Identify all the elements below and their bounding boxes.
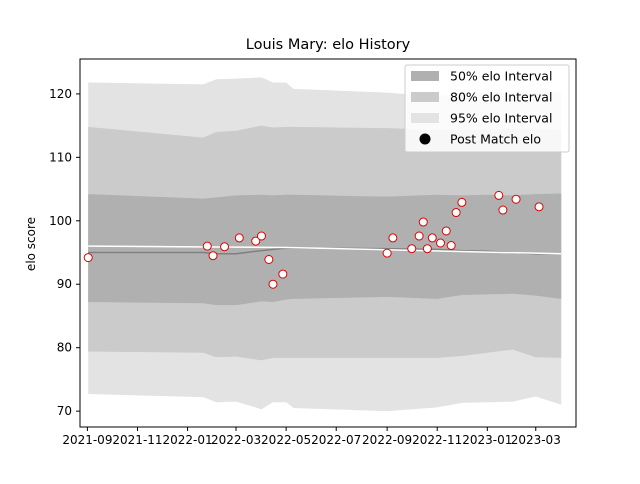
x-tick-label: 2022-05 xyxy=(261,433,311,447)
y-tick-label: 120 xyxy=(49,87,72,101)
y-tick-label: 100 xyxy=(49,214,72,228)
x-tick-label: 2022-03 xyxy=(211,433,261,447)
legend-marker-post-match xyxy=(419,133,431,145)
post-match-point xyxy=(511,194,521,204)
y-tick-label: 70 xyxy=(57,404,72,418)
post-match-point xyxy=(278,269,288,279)
legend-swatch-80 xyxy=(411,92,439,102)
post-match-point xyxy=(451,208,461,218)
y-axis-label: elo score xyxy=(24,217,38,271)
post-match-point xyxy=(388,233,398,243)
post-match-point xyxy=(427,233,437,243)
y-tick-label: 80 xyxy=(57,341,72,355)
post-match-point xyxy=(441,226,451,236)
x-tick-label: 2023-03 xyxy=(511,433,561,447)
post-match-points xyxy=(83,190,544,289)
post-match-point xyxy=(234,233,244,243)
post-match-point xyxy=(498,205,508,215)
x-tick-label: 2022-07 xyxy=(311,433,361,447)
post-match-point xyxy=(494,190,504,200)
x-tick-label: 2021-09 xyxy=(62,433,112,447)
post-match-point xyxy=(83,253,93,263)
legend-swatch-50 xyxy=(411,71,439,81)
chart-title: Louis Mary: elo History xyxy=(246,37,411,53)
legend-entry-label: Post Match elo xyxy=(450,132,541,147)
legend-entry-label: 80% elo Interval xyxy=(450,90,552,105)
x-tick-label: 2022-11 xyxy=(412,433,462,447)
x-tick-label: 2022-01 xyxy=(163,433,213,447)
post-match-point xyxy=(251,236,261,246)
post-match-point xyxy=(256,231,266,241)
post-match-point xyxy=(407,244,417,254)
post-match-point xyxy=(422,244,432,254)
post-match-point xyxy=(268,279,278,289)
post-match-point xyxy=(418,217,428,227)
post-match-point xyxy=(446,241,456,251)
post-match-point xyxy=(202,241,212,251)
x-tick-label: 2022-09 xyxy=(362,433,412,447)
legend-swatch-95 xyxy=(411,113,439,123)
y-axis: 70 80 90 100 110 120 xyxy=(49,87,80,418)
legend-entry-label: 50% elo Interval xyxy=(450,69,552,84)
plot-frame xyxy=(79,58,577,428)
post-match-point xyxy=(220,242,230,252)
interval-bands xyxy=(88,77,562,412)
post-match-point xyxy=(457,197,467,207)
legend-entry-label: 95% elo Interval xyxy=(450,111,552,126)
post-match-point xyxy=(436,238,445,248)
band-50-interval xyxy=(88,193,562,306)
post-match-point xyxy=(414,231,424,241)
post-match-point xyxy=(208,251,218,261)
post-match-point xyxy=(534,202,544,212)
mean-lines xyxy=(88,245,562,255)
x-tick-label: 2023-01 xyxy=(462,433,512,447)
post-match-mean-line xyxy=(88,245,562,255)
legend: 50% elo Interval 80% elo Interval 95% elo … xyxy=(404,64,570,153)
legend-box xyxy=(404,64,570,153)
y-tick-label: 110 xyxy=(49,150,72,164)
x-tick-label: 2021-11 xyxy=(112,433,162,447)
y-tick-label: 90 xyxy=(57,277,72,291)
post-match-point xyxy=(382,248,392,258)
post-match-point xyxy=(264,255,274,264)
